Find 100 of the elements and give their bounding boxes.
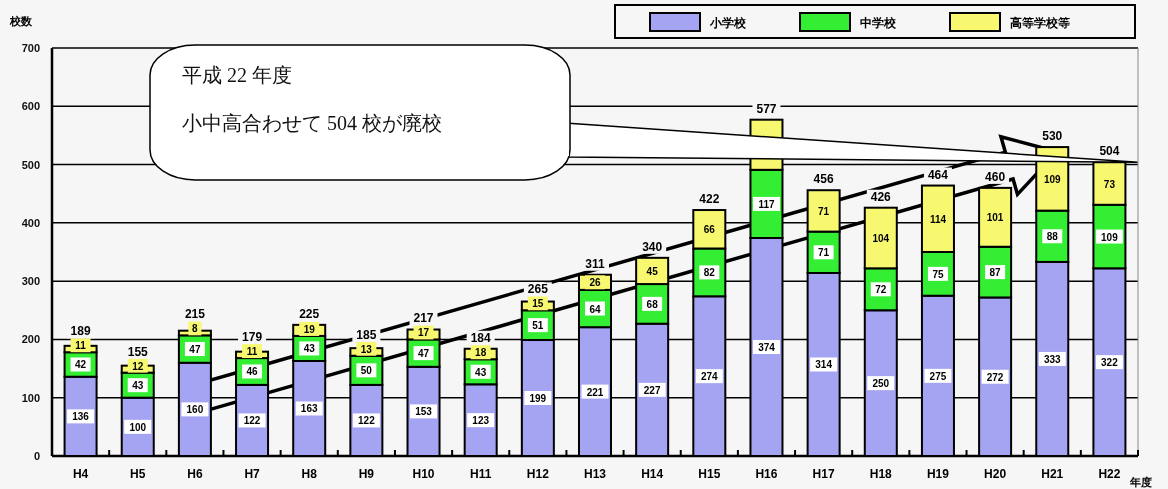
total-label: 215 — [184, 307, 206, 322]
data-label: 46 — [246, 366, 259, 378]
data-label: 72 — [875, 284, 887, 296]
total-label: 217 — [413, 311, 434, 326]
total-label: 311 — [585, 256, 606, 271]
data-label: 101 — [986, 212, 1004, 224]
data-label: 153 — [415, 406, 433, 418]
data-label: 68 — [646, 298, 659, 310]
data-label: 47 — [417, 348, 430, 360]
x-tick-label: H7 — [244, 467, 261, 481]
data-label: 274 — [700, 371, 719, 383]
data-label: 66 — [703, 224, 716, 236]
y-tick-label: 400 — [21, 216, 40, 229]
x-tick-label: H11 — [470, 467, 492, 481]
total-label: 577 — [756, 101, 777, 116]
data-label: 17 — [417, 327, 430, 339]
data-label: 272 — [986, 371, 1004, 383]
y-tick-label: 700 — [21, 42, 40, 54]
x-axis-title: 年度 — [1129, 476, 1152, 488]
x-tick-label: H10 — [412, 467, 435, 481]
legend-label: 中学校 — [860, 16, 897, 30]
data-label: 109 — [1101, 231, 1119, 243]
x-tick-label: H13 — [583, 467, 607, 481]
data-label: 117 — [758, 198, 775, 210]
y-tick-label: 100 — [21, 391, 40, 404]
x-tick-label: H6 — [187, 467, 203, 481]
data-label: 160 — [186, 404, 204, 416]
y-tick-label: 200 — [21, 333, 40, 346]
data-label: 64 — [589, 303, 601, 315]
data-label: 374 — [758, 342, 776, 354]
data-label: 227 — [643, 384, 661, 396]
total-label: 464 — [927, 167, 949, 182]
total-label: 155 — [127, 344, 149, 359]
data-label: 42 — [75, 359, 87, 371]
data-label: 122 — [358, 415, 376, 427]
legend-label: 小学校 — [709, 16, 747, 30]
data-label: 122 — [243, 415, 261, 427]
data-label: 45 — [646, 265, 659, 277]
x-tick-label: H4 — [72, 467, 89, 481]
data-label: 333 — [1043, 353, 1062, 365]
data-label: 75 — [932, 268, 944, 280]
data-label: 82 — [703, 267, 716, 279]
x-tick-label: H15 — [698, 467, 721, 481]
data-label: 71 — [818, 247, 830, 259]
y-tick-label: 300 — [21, 275, 40, 288]
x-tick-label: H16 — [755, 467, 778, 481]
data-label: 87 — [989, 267, 1002, 279]
x-tick-label: H14 — [641, 467, 664, 481]
x-tick-label: H17 — [812, 467, 835, 481]
data-label: 314 — [815, 359, 833, 371]
total-label: 265 — [527, 282, 549, 297]
data-label: 199 — [529, 393, 547, 405]
total-label: 179 — [242, 330, 263, 345]
x-tick-label: H22 — [1098, 467, 1121, 481]
annotation: 小中高合わせて 504 校が廃校 — [182, 112, 442, 134]
y-axis-title: 校数 — [9, 15, 33, 27]
data-label: 88 — [1046, 231, 1059, 243]
total-label: 530 — [1042, 129, 1063, 144]
legend-label: 高等学校等 — [1010, 16, 1070, 30]
total-label: 456 — [813, 172, 834, 187]
y-tick-label: 0 — [33, 450, 40, 462]
data-label: 51 — [532, 320, 544, 332]
data-label: 50 — [360, 365, 373, 377]
y-tick-label: 500 — [21, 158, 40, 171]
total-label: 185 — [356, 327, 377, 342]
x-tick-label: H20 — [984, 467, 1007, 481]
data-label: 250 — [872, 378, 890, 390]
data-label: 11 — [246, 346, 258, 358]
total-label: 422 — [699, 192, 720, 207]
data-label: 104 — [872, 233, 890, 245]
total-label: 460 — [985, 169, 1006, 184]
data-label: 123 — [472, 415, 490, 427]
data-label: 136 — [72, 411, 90, 423]
data-label: 163 — [300, 403, 318, 415]
x-tick-label: H5 — [130, 467, 146, 481]
x-tick-label: H19 — [926, 467, 950, 481]
total-label: 340 — [642, 239, 663, 254]
x-tick-label: H8 — [301, 467, 318, 481]
data-label: 100 — [129, 421, 147, 433]
data-label: 19 — [303, 323, 316, 335]
data-label: 11 — [75, 340, 87, 352]
total-label: 189 — [70, 324, 91, 339]
data-label: 275 — [929, 370, 947, 382]
total-label: 426 — [870, 189, 892, 204]
annotation: 平成 22 年度 — [182, 64, 292, 86]
data-label: 26 — [589, 277, 601, 289]
x-tick-label: H18 — [869, 467, 893, 481]
data-label: 71 — [818, 205, 830, 217]
data-label: 109 — [1043, 173, 1062, 185]
x-tick-label: H21 — [1041, 467, 1064, 481]
data-label: 114 — [929, 213, 947, 225]
data-label: 18 — [475, 347, 487, 359]
data-label: 43 — [132, 380, 144, 392]
data-label: 322 — [1101, 357, 1119, 369]
total-label: 225 — [299, 306, 320, 321]
y-tick-label: 600 — [21, 100, 40, 113]
data-label: 47 — [189, 344, 201, 356]
data-label: 43 — [303, 343, 316, 355]
x-tick-label: H12 — [526, 467, 550, 481]
x-tick-label: H9 — [358, 467, 375, 481]
